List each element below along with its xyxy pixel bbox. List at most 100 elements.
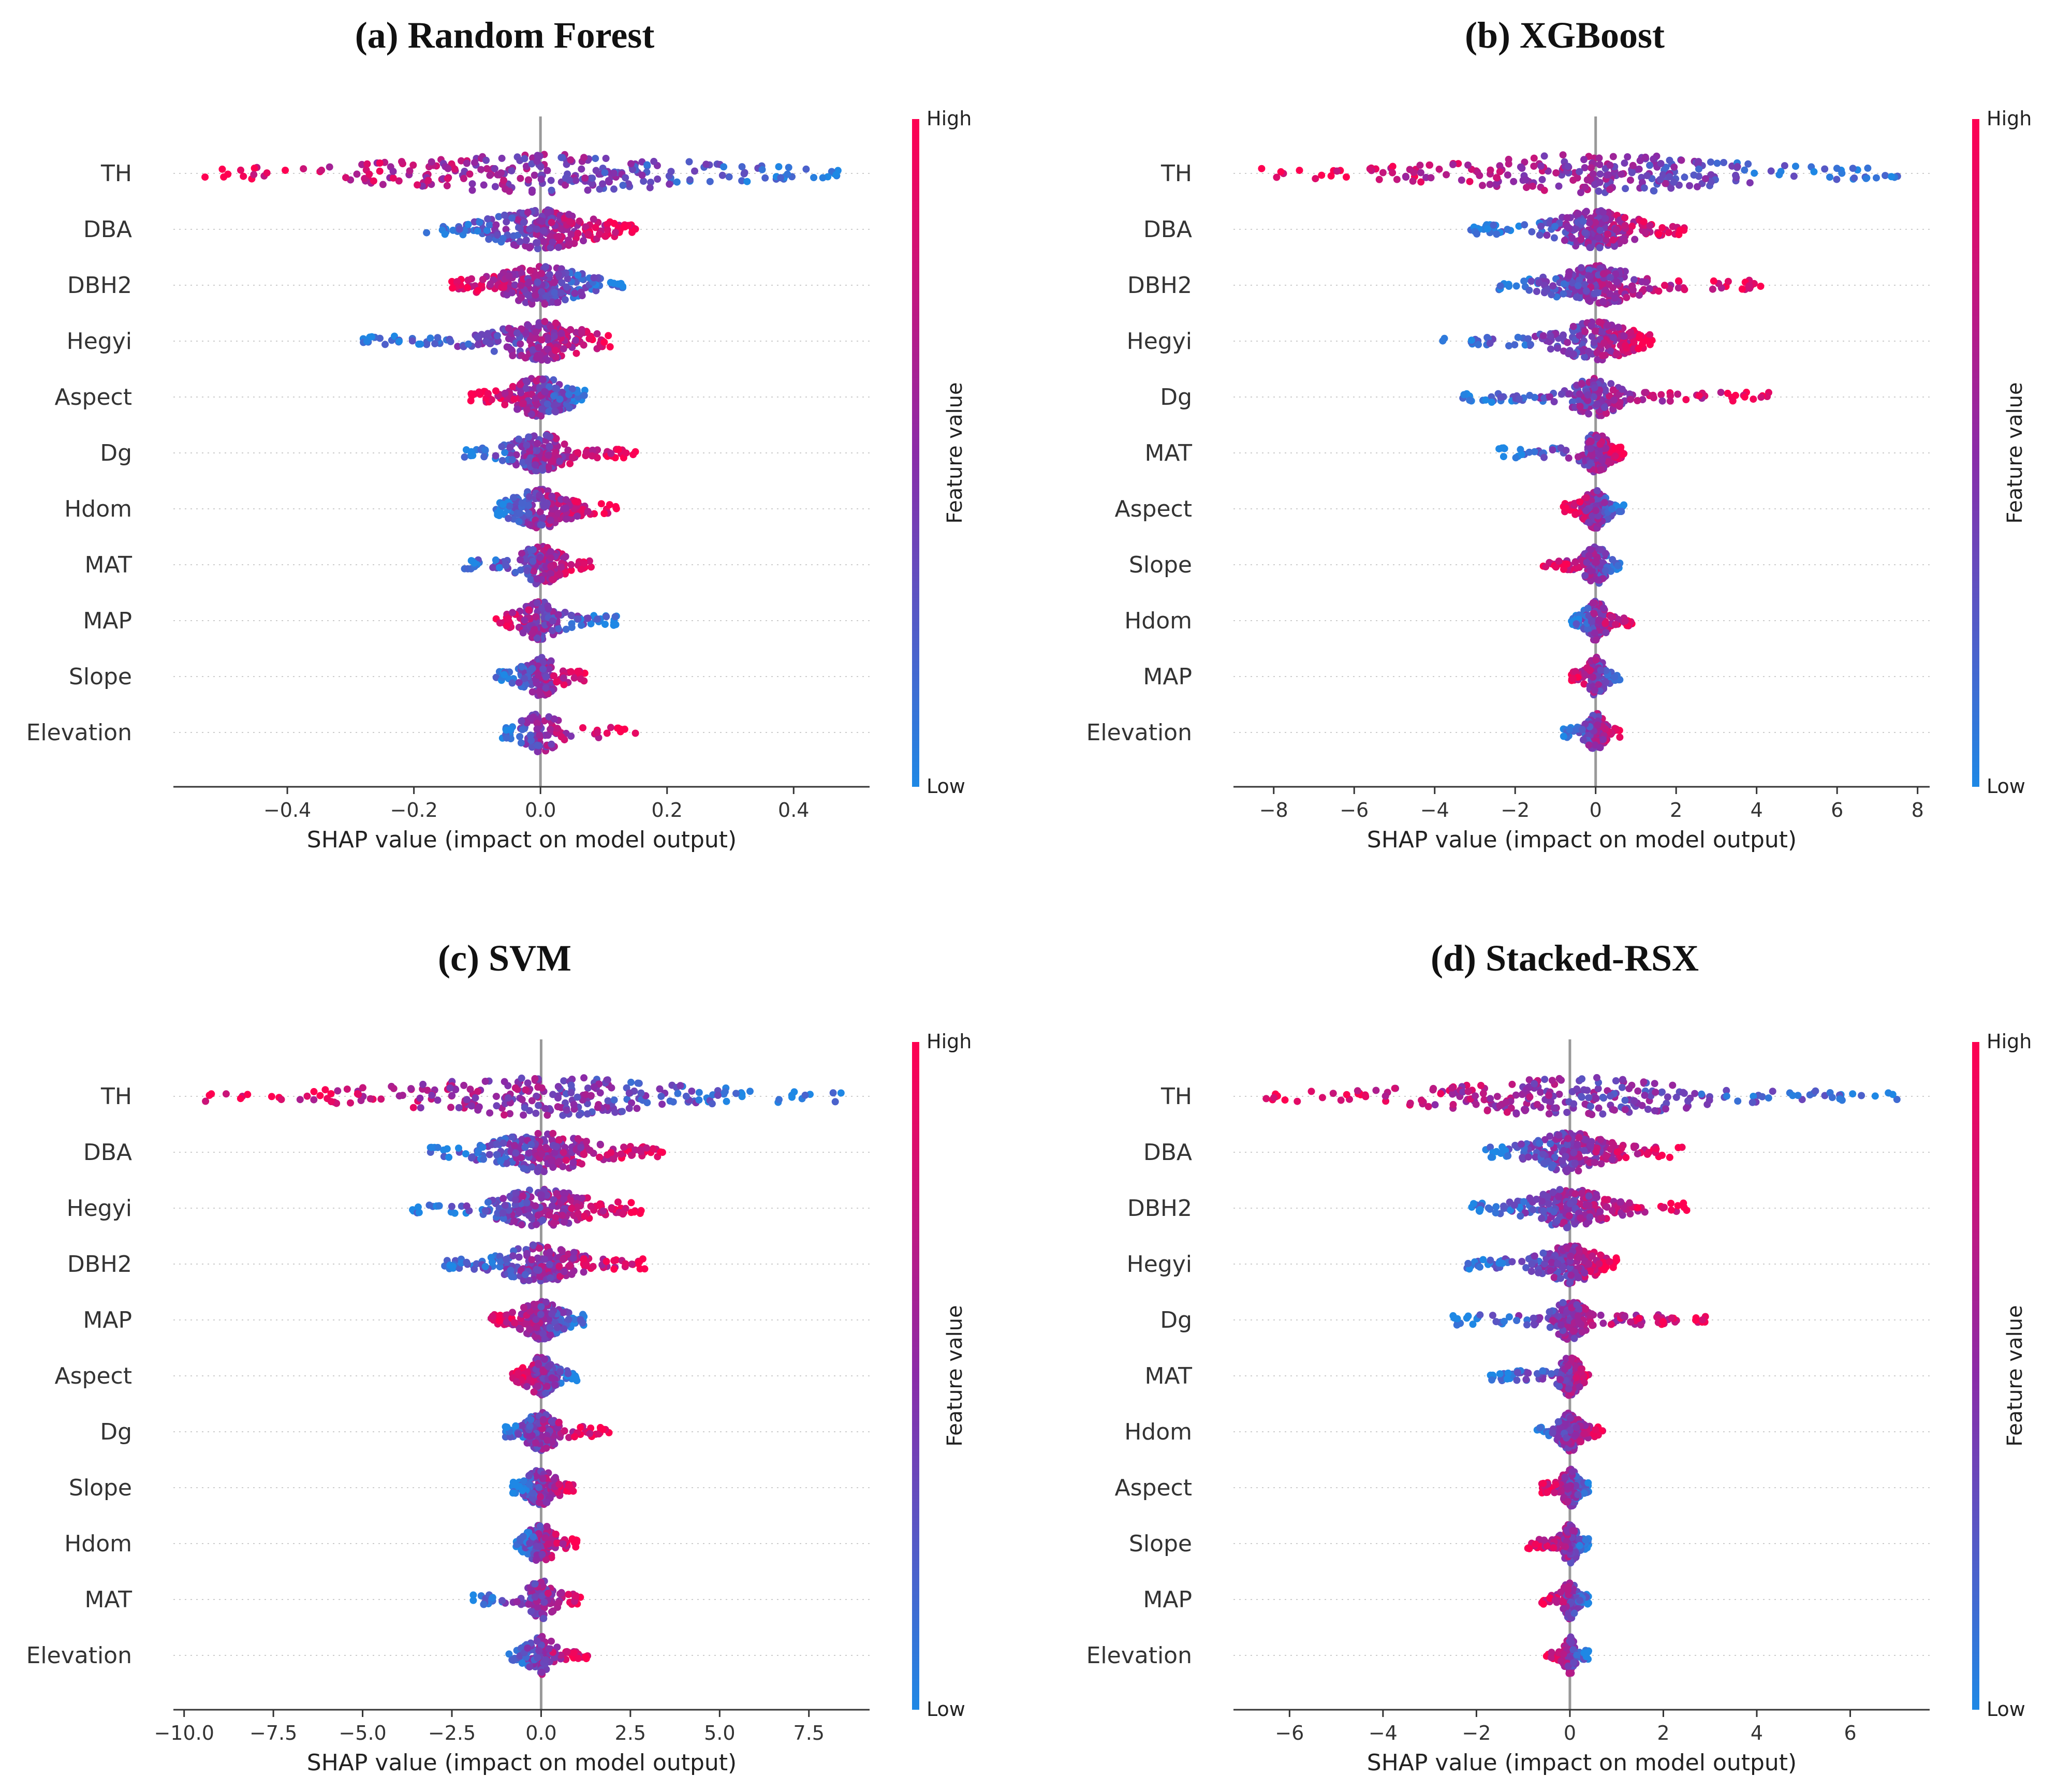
shap-dot — [579, 724, 586, 731]
shap-dot — [567, 668, 575, 676]
shap-dot — [1554, 344, 1561, 352]
shap-dot — [545, 451, 552, 459]
shap-dot — [1586, 445, 1594, 452]
shap-dot — [533, 1221, 540, 1228]
shap-dot — [500, 284, 508, 291]
shap-dot — [1666, 156, 1673, 164]
x-tick-label: 0 — [1590, 799, 1602, 821]
shap-dot — [1657, 160, 1665, 167]
shap-dot — [468, 391, 476, 399]
shap-dot — [486, 1109, 494, 1117]
shap-dot — [602, 155, 610, 162]
x-tick-label: −8 — [1259, 799, 1288, 821]
shap-dot — [521, 1104, 528, 1111]
shap-dot — [565, 241, 573, 248]
shap-dot — [1630, 276, 1638, 284]
shap-dot — [473, 333, 481, 341]
shap-dot — [607, 724, 614, 731]
shap-dot — [398, 158, 405, 166]
x-tick-label: 0.4 — [778, 799, 809, 821]
shap-dot — [1585, 741, 1593, 749]
shap-dot — [1575, 453, 1582, 461]
shap-dot — [1635, 165, 1643, 173]
shap-dot — [1561, 237, 1568, 244]
shap-dot — [666, 1097, 674, 1105]
shap-dot — [511, 281, 519, 289]
shap-dot — [496, 619, 504, 627]
shap-dot — [568, 624, 576, 632]
shap-dot — [682, 1092, 690, 1100]
shap-dot — [1676, 227, 1684, 234]
shap-dot — [526, 244, 534, 252]
shap-dot — [455, 225, 463, 233]
colorbar-high-label: High — [1987, 107, 2032, 130]
shap-dot — [282, 167, 289, 174]
shap-dot — [491, 165, 498, 172]
shap-dot — [201, 173, 209, 181]
shap-dot — [316, 1092, 324, 1099]
shap-dot — [1621, 214, 1629, 222]
shap-dot — [1585, 410, 1593, 418]
x-axis-label: SHAP value (impact on model output) — [1367, 827, 1797, 853]
shap-dot — [619, 283, 627, 290]
x-tick-label: 6 — [1831, 799, 1843, 821]
shap-dot — [534, 152, 541, 159]
shap-dot — [1570, 350, 1578, 358]
shap-dot — [395, 177, 403, 185]
shap-dot — [505, 325, 512, 332]
shap-dot — [1629, 162, 1637, 169]
shap-dot — [784, 170, 791, 178]
shap-dot — [650, 157, 658, 165]
shap-dot — [741, 169, 748, 177]
shap-dot — [524, 209, 532, 216]
shap-dot — [321, 1086, 329, 1094]
shap-dot — [556, 395, 564, 403]
shap-dot — [494, 231, 501, 239]
shap-dot — [625, 1105, 633, 1112]
shap-dot — [543, 209, 551, 216]
shap-dot — [580, 1212, 588, 1220]
shap-dot — [1487, 166, 1494, 174]
shap-dot — [1658, 224, 1666, 231]
shap-dot — [738, 163, 746, 171]
shap-dot — [1586, 460, 1594, 467]
shap-dot — [501, 401, 509, 408]
shap-dot — [1627, 177, 1634, 184]
shap-dot — [1686, 182, 1694, 189]
shap-dot — [492, 387, 499, 395]
shap-dot — [1595, 618, 1603, 625]
beeswarm-MAT — [1495, 431, 1628, 476]
shap-dot — [498, 154, 506, 162]
shap-dot — [1604, 458, 1612, 465]
shap-dot — [444, 175, 451, 183]
shap-dot — [541, 318, 549, 326]
shap-dot — [577, 675, 584, 683]
shap-dot — [468, 1102, 475, 1110]
shap-dot — [658, 1100, 666, 1108]
shap-dot — [802, 165, 810, 173]
shap-dot — [538, 336, 546, 344]
shap-dot — [365, 170, 373, 178]
shap-dot — [554, 1103, 562, 1111]
shap-dot — [537, 175, 545, 183]
shap-dot — [522, 299, 530, 306]
shap-dot — [1518, 451, 1526, 458]
shap-dot — [1636, 157, 1644, 165]
shap-dot — [790, 1088, 798, 1096]
shap-dot — [673, 178, 681, 186]
shap-dot — [574, 668, 582, 675]
shap-dot — [1646, 331, 1654, 339]
shap-dot — [1535, 279, 1542, 287]
shap-dot — [353, 170, 361, 178]
shap-dot — [466, 1085, 474, 1093]
shap-dot — [1592, 636, 1600, 644]
shap-dot — [1888, 173, 1895, 181]
shap-dot — [535, 671, 542, 679]
shap-dot — [562, 181, 569, 189]
shap-dot — [1526, 391, 1534, 399]
shap-dot — [492, 221, 500, 229]
shap-dot — [1609, 236, 1617, 244]
shap-dot — [515, 1209, 523, 1216]
feature-label: DBA — [83, 1139, 132, 1166]
shap-dot — [1564, 163, 1572, 170]
